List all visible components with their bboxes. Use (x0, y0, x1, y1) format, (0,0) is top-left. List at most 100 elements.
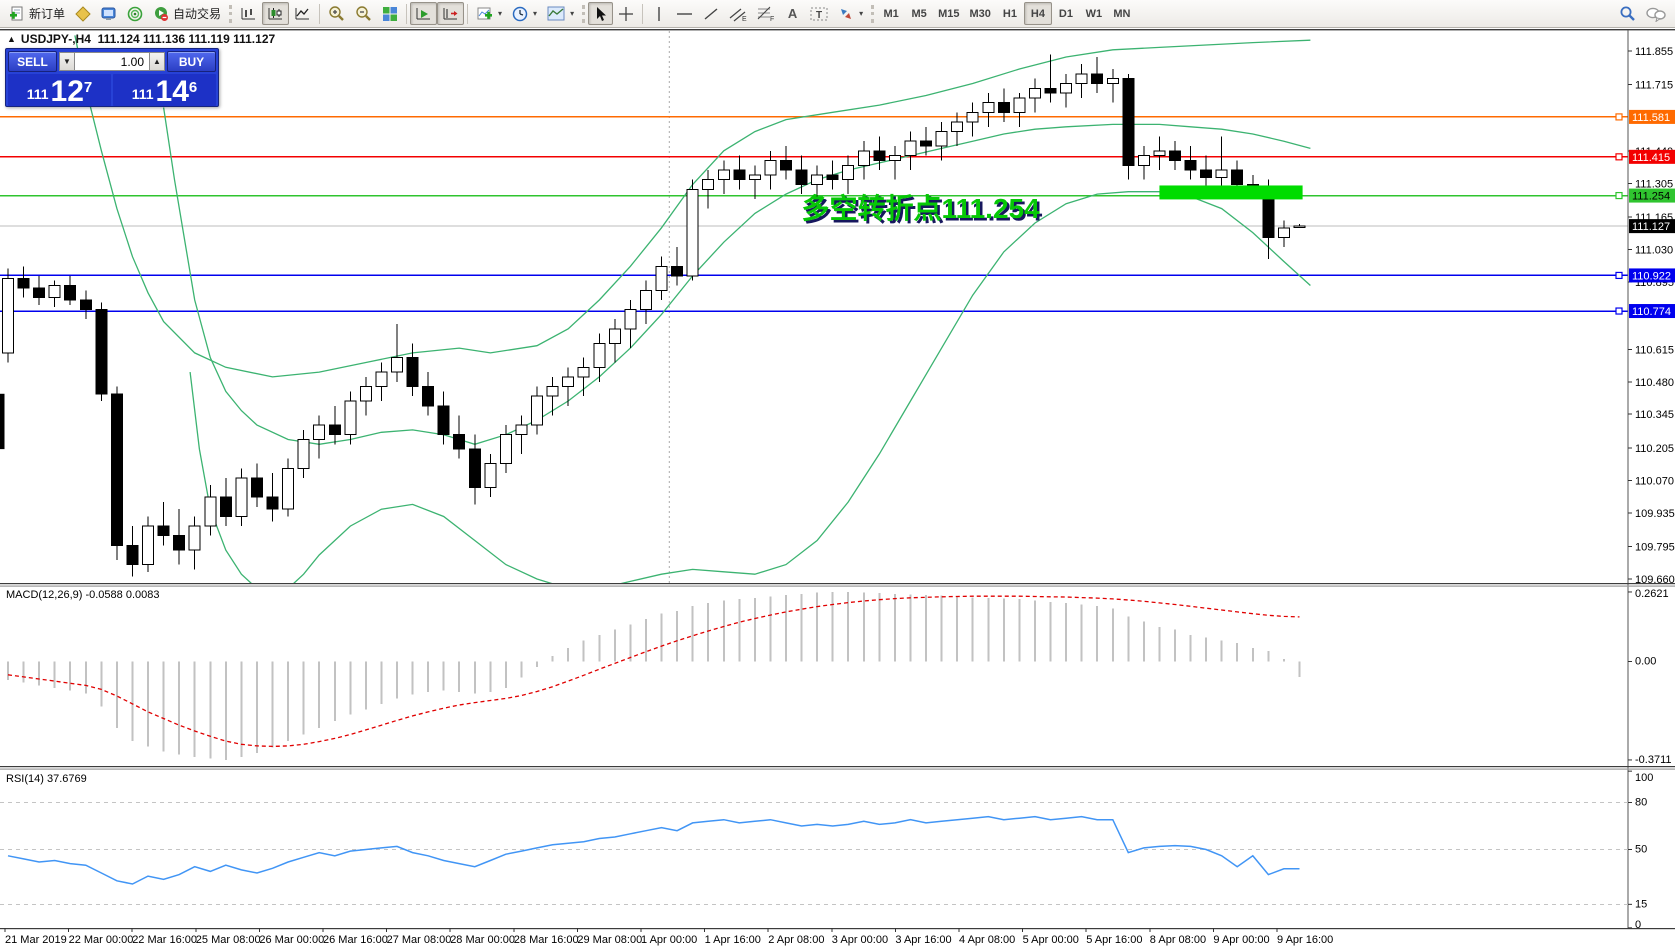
crosshair-tool-button[interactable] (613, 2, 639, 25)
time-tick-label: 21 Mar 2019 (5, 934, 67, 946)
search-button[interactable] (1614, 2, 1641, 25)
timeframe-d1-button[interactable]: D1 (1058, 7, 1073, 20)
candle (1231, 169, 1244, 186)
text-tool-button[interactable]: A (780, 2, 805, 25)
candle (282, 467, 295, 510)
timeframe-m30-button[interactable]: M30 (969, 7, 991, 20)
timeframe-w1-button[interactable]: W1 (1085, 7, 1103, 20)
new-order-button[interactable]: 新订单 (4, 2, 70, 25)
buy-button[interactable]: BUY (167, 51, 216, 72)
time-tick-label: 1 Apr 00:00 (641, 934, 697, 946)
candle (920, 140, 933, 147)
line-endpoint-marker (1615, 307, 1623, 315)
spin-down-icon: ▼ (63, 57, 71, 66)
buy-price-display[interactable]: 111 14 6 (113, 74, 216, 107)
candlestick-icon (267, 6, 284, 22)
arrows-dropdown-arrow: ▾ (859, 9, 864, 18)
candle (437, 405, 450, 436)
bar-chart-type-button[interactable] (235, 2, 262, 25)
sell-button[interactable]: SELL (8, 51, 57, 72)
indicators-dropdown-arrow: ▾ (498, 9, 503, 18)
auto-scroll-button[interactable] (410, 2, 438, 25)
candle (1091, 73, 1104, 84)
volume-up-button[interactable]: ▲ (149, 52, 165, 71)
candle (1184, 159, 1197, 171)
text-label-tool-button[interactable]: T (805, 2, 833, 25)
collapse-arrow-icon[interactable]: ▲ (7, 34, 16, 44)
line-chart-type-button[interactable] (289, 2, 316, 25)
candle (982, 102, 995, 113)
channel-tool-button[interactable]: E (724, 2, 752, 25)
candle (1169, 150, 1181, 161)
timeframe-mn-button[interactable]: MN (1113, 7, 1131, 20)
trendline-tool-button[interactable] (698, 2, 724, 25)
candle (1013, 97, 1026, 113)
market-watch-button[interactable] (96, 2, 122, 25)
auto-trading-button[interactable]: 自动交易 (148, 2, 226, 25)
templates-button[interactable]: ▾ (542, 2, 579, 25)
price-badge-label: 111.581 (1632, 112, 1670, 124)
macd-pane[interactable]: MACD(12,26,9) -0.0588 0.0083 0.2621 0.00 -0… (6, 588, 1672, 766)
fibonacci-tool-button[interactable]: F (752, 2, 780, 25)
rsi-pane[interactable]: RSI(14) 37.6769 100 80 50 15 0 (0, 770, 1653, 931)
price-badge (1629, 109, 1675, 124)
horizontal-line-tool-button[interactable] (671, 2, 698, 25)
time-tick-label: 25 Mar 08:00 (196, 934, 261, 946)
price-badge (1629, 304, 1675, 319)
annotation-shadow: 多空转折点111.254 (804, 195, 1043, 227)
cursor-tool-button[interactable] (588, 2, 614, 25)
timeframe-m1-button[interactable]: M1 (883, 7, 899, 20)
tile-windows-button[interactable] (377, 2, 403, 25)
candle (671, 265, 684, 277)
line-chart-icon (294, 6, 311, 22)
price-axis[interactable]: 111.855111.715111.440111.305111.165111.0… (1627, 30, 1675, 928)
candle (826, 174, 839, 181)
time-tick-label: 22 Mar 16:00 (132, 934, 197, 946)
indicators-button[interactable]: ▾ (471, 2, 507, 25)
toolbar-drag-handle[interactable] (229, 4, 233, 23)
candlestick-chart-type-button[interactable] (262, 2, 290, 25)
candle (1137, 155, 1150, 166)
price-tick-label: 111.715 (1635, 80, 1673, 92)
candle (811, 174, 824, 186)
time-tick-label: 26 Mar 00:00 (259, 934, 324, 946)
chart-shift-button[interactable] (437, 2, 465, 25)
candle (422, 386, 435, 407)
signals-button[interactable] (122, 2, 148, 25)
indicators-icon (476, 6, 493, 22)
sell-price-display[interactable]: 111 12 7 (8, 74, 111, 107)
timeframe-h4-button[interactable]: H4 (1023, 2, 1052, 25)
monitor-icon (101, 6, 117, 22)
zoom-out-button[interactable] (350, 2, 377, 25)
timeframe-m15-button[interactable]: M15 (938, 7, 960, 20)
candle (608, 328, 621, 344)
candle (1293, 225, 1306, 229)
vertical-line-tool-button[interactable] (646, 2, 671, 25)
timeframe-h1-button[interactable]: H1 (1002, 7, 1017, 20)
timeframe-m5-button[interactable]: M5 (911, 7, 927, 20)
zoom-in-button[interactable] (323, 2, 350, 25)
toolbar-drag-handle2[interactable] (582, 4, 586, 23)
candle (48, 285, 61, 299)
bollinger-middle-band (162, 107, 1311, 445)
candle (546, 386, 559, 397)
chat-button[interactable] (1641, 2, 1671, 25)
candle (764, 159, 777, 176)
rsi-line (7, 815, 1300, 885)
volume-input[interactable]: 1.00 (75, 52, 149, 71)
arrows-tool-button[interactable]: ▾ (833, 2, 868, 25)
toolbar-drag-handle3[interactable] (871, 4, 875, 23)
periods-button[interactable]: ▾ (507, 2, 542, 25)
highlight-tool-button[interactable] (70, 2, 96, 25)
time-tick-label: 29 Mar 08:00 (577, 934, 642, 946)
edge-candle (0, 393, 5, 450)
time-tick-label: 22 Mar 00:00 (69, 934, 134, 946)
volume-down-button[interactable]: ▼ (59, 52, 75, 71)
candle (204, 496, 217, 527)
time-tick-label: 28 Mar 00:00 (450, 934, 515, 946)
candle (453, 434, 466, 450)
line-endpoint-marker (1615, 153, 1623, 161)
